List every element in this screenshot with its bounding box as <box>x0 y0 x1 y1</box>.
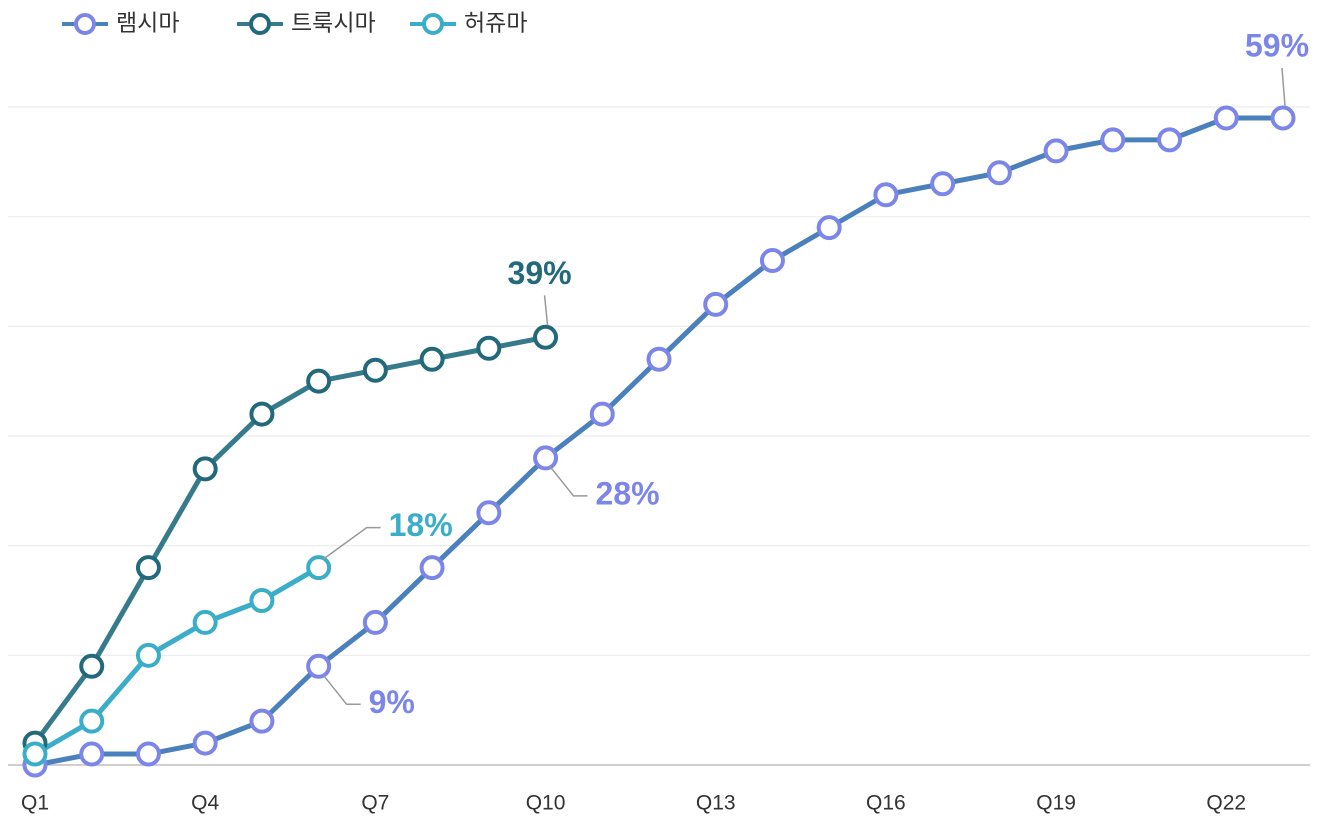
data-point <box>135 555 161 581</box>
data-point <box>249 401 275 427</box>
legend-label: 허쥬마 <box>464 11 527 37</box>
data-label: 9% <box>369 684 415 720</box>
data-label: 18% <box>389 507 453 543</box>
data-label: 59% <box>1245 27 1309 63</box>
x-tick-label: Q7 <box>361 792 389 815</box>
data-point <box>589 401 615 427</box>
data-point <box>362 357 388 383</box>
data-point <box>759 248 785 274</box>
legend-label: 램시마 <box>116 11 179 37</box>
data-point <box>533 324 559 350</box>
legend-marker <box>249 13 271 35</box>
legend-marker <box>74 13 96 35</box>
data-point <box>22 741 48 767</box>
data-point <box>1043 138 1069 164</box>
data-point <box>79 653 105 679</box>
data-point <box>249 708 275 734</box>
data-label: 39% <box>508 255 572 291</box>
data-point <box>306 555 332 581</box>
data-point <box>79 708 105 734</box>
data-point <box>533 445 559 471</box>
data-point <box>1270 105 1296 131</box>
x-tick-label: Q13 <box>696 792 736 815</box>
data-point <box>306 653 332 679</box>
x-tick-label: Q16 <box>866 792 906 815</box>
legend-marker <box>422 13 444 35</box>
data-point <box>419 346 445 372</box>
leader-line <box>322 673 361 706</box>
data-point <box>873 182 899 208</box>
x-tick-label: Q10 <box>526 792 566 815</box>
series-line <box>32 334 547 745</box>
data-point <box>816 215 842 241</box>
data-point <box>249 588 275 613</box>
data-point <box>476 335 502 361</box>
x-tick-label: Q19 <box>1036 792 1076 815</box>
leader-line <box>1281 67 1286 107</box>
data-point <box>1157 127 1183 153</box>
data-point <box>419 555 445 581</box>
leader-line <box>322 526 381 561</box>
x-tick-label: Q4 <box>191 792 219 815</box>
legend-label: 트룩시마 <box>291 11 376 37</box>
data-point <box>986 160 1012 186</box>
leader-line <box>543 295 549 326</box>
data-point <box>362 609 388 635</box>
data-point <box>192 456 218 482</box>
data-label: 28% <box>596 475 660 511</box>
data-point <box>703 291 729 317</box>
data-point <box>306 368 332 394</box>
data-point <box>646 346 672 372</box>
leader-line <box>548 465 588 497</box>
series-line <box>33 565 320 757</box>
data-point <box>135 741 161 767</box>
data-point <box>930 171 956 197</box>
data-point <box>79 741 105 767</box>
data-point <box>1100 127 1126 153</box>
data-point <box>476 500 502 526</box>
data-point <box>192 609 218 635</box>
x-tick-label: Q22 <box>1206 792 1246 815</box>
data-point <box>1213 105 1239 131</box>
series-line <box>34 115 1283 768</box>
data-point <box>192 730 218 756</box>
data-point <box>135 642 161 668</box>
x-tick-label: Q1 <box>21 792 49 815</box>
